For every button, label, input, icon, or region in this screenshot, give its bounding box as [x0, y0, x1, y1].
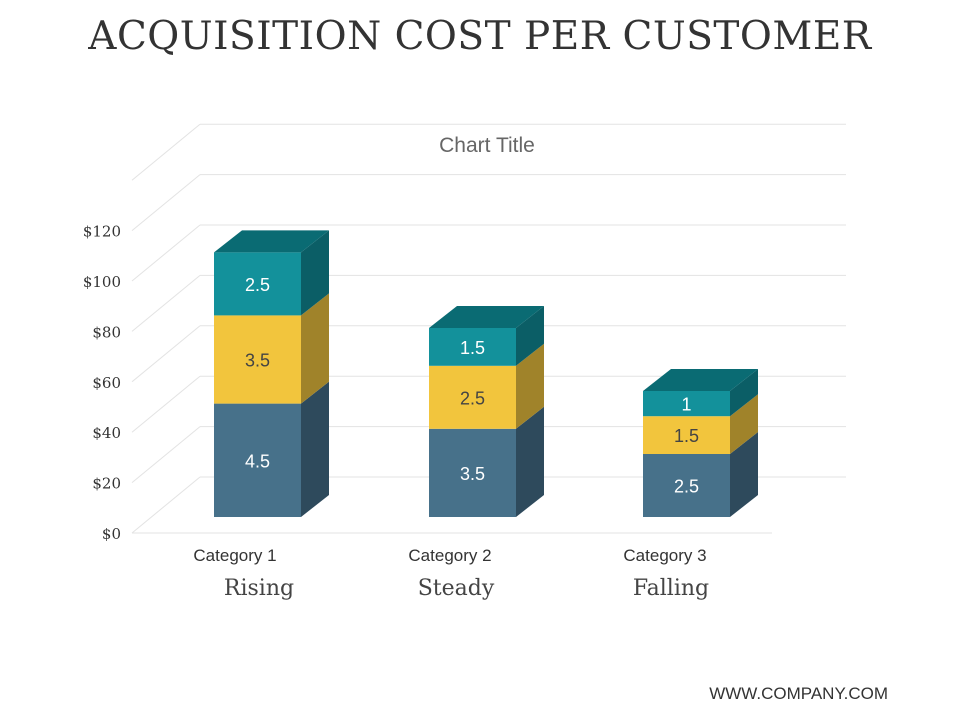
data-label: 1.5 [460, 338, 485, 358]
bar-side [301, 293, 329, 404]
category-sublabel: Falling [633, 576, 709, 601]
bar-side [730, 369, 758, 417]
bar-side [730, 432, 758, 517]
data-label: 3.5 [245, 351, 270, 371]
bar-front [214, 403, 301, 517]
gridline-diagonal [131, 174, 201, 231]
y-tick-label: $100 [83, 273, 121, 291]
data-label: 1.5 [674, 426, 699, 446]
bar-front [429, 365, 516, 429]
bar-front [214, 315, 301, 404]
bar-segment [643, 369, 758, 417]
data-labels: 4.5 3.5 2.5 3.5 2.5 1.5 2.5 1.5 1 [245, 275, 699, 497]
bar-front [214, 252, 301, 316]
bar-front [429, 328, 516, 366]
bar-top [643, 369, 758, 391]
gridline-diagonal [131, 224, 201, 282]
category-sublabel: Steady [418, 576, 495, 601]
y-tick-label: $0 [102, 525, 121, 543]
bar-segment [429, 406, 544, 517]
bar-top [429, 306, 544, 328]
gridline-diagonal [131, 123, 201, 181]
y-tick-label: $120 [83, 223, 121, 241]
bar-front [429, 428, 516, 517]
x-axis-ticks: Category 1 Rising Category 2 Steady Category… [193, 546, 709, 601]
bar-segment [214, 230, 329, 316]
y-tick-label: $40 [92, 424, 121, 442]
gridline-diagonal [131, 375, 201, 433]
bar-side [301, 381, 329, 517]
data-label: 4.5 [245, 451, 270, 471]
bar-side [516, 406, 544, 517]
x-tick-label: Category 2 [408, 546, 491, 565]
data-label: 1 [681, 395, 691, 415]
bar-side [730, 394, 758, 454]
bar-segment [214, 293, 329, 404]
y-tick-label: $20 [92, 475, 121, 493]
bar-segment [214, 381, 329, 517]
bar-segment [429, 343, 544, 429]
bar-top [214, 230, 329, 253]
bar-side [301, 230, 329, 316]
y-axis-ticks: $0 $20 $40 $60 $80 $100 $120 [83, 223, 121, 543]
y-tick-label: $60 [92, 374, 121, 392]
data-label: 3.5 [460, 464, 485, 484]
bar-segment [429, 306, 544, 366]
y-tick-label: $80 [92, 323, 121, 341]
bar-front [643, 391, 730, 417]
gridline-diagonal [131, 325, 201, 383]
gridline-diagonal [131, 476, 201, 534]
data-label: 2.5 [460, 388, 485, 408]
footer-url: WWW.COMPANY.COM [709, 684, 888, 703]
category-sublabel: Rising [224, 576, 294, 601]
bar-front [643, 454, 730, 517]
data-label: 2.5 [245, 275, 270, 295]
chart-title: Chart Title [439, 134, 535, 157]
bar-side [516, 343, 544, 429]
data-label: 2.5 [674, 477, 699, 497]
gridline-diagonal [131, 275, 201, 332]
bar-segment [643, 394, 758, 454]
page-title: ACQUISITION COST PER CUSTOMER [88, 14, 872, 59]
bar-front [643, 416, 730, 454]
bar-segment [643, 432, 758, 517]
x-tick-label: Category 3 [623, 546, 706, 565]
gridline-diagonal [131, 426, 201, 483]
x-tick-label: Category 1 [193, 546, 276, 565]
bars [214, 230, 758, 517]
bar-side [516, 306, 544, 366]
